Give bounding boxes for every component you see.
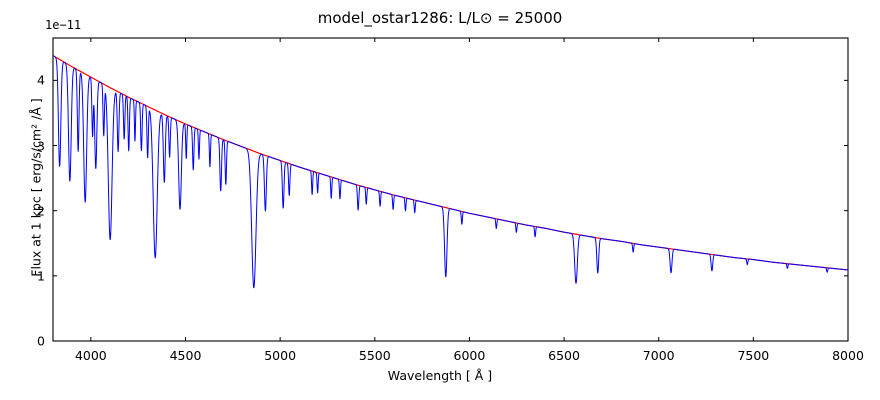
x-tick-label: 7500 [737,348,770,363]
y-tick-label: 3 [37,138,45,154]
x-tick-label: 5500 [358,348,391,363]
continuum-curve [52,55,849,271]
axes-frame [52,37,849,342]
x-tick-label: 4500 [169,348,202,363]
x-tick-label: 8000 [832,348,864,363]
y-axis-exponent-label: 1e−11 [45,18,82,32]
x-axis-label: Wavelength [ Å ] [387,368,493,383]
x-tick-label: 4000 [74,348,107,363]
chart-title: model_ostar1286: L/L⊙ = 25000 [317,9,563,27]
y-tick-label: 4 [37,72,45,88]
y-tick-label: 2 [37,203,45,219]
x-tick-label: 6500 [548,348,580,363]
x-tick-label: 6000 [453,348,486,363]
x-tick-label: 7000 [642,348,675,363]
y-tick-label: 0 [37,333,45,349]
x-tick-label: 5000 [264,348,297,363]
y-axis-label: Flux at 1 kpc [ erg/s/cm² /Å ] [28,98,44,277]
y-tick-label: 1 [37,268,45,284]
spectrum-curve [52,55,849,289]
